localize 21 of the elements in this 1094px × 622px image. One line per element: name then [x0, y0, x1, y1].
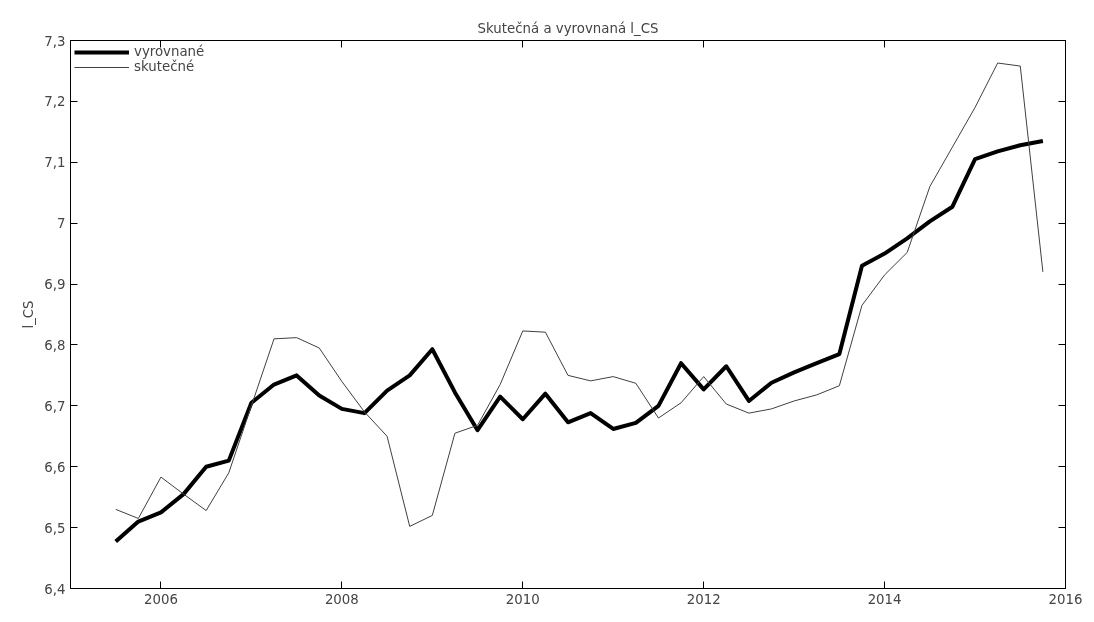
x-tick-label: 2016	[1048, 591, 1083, 607]
line-series	[113, 138, 1045, 544]
x-tick-label: 2008	[324, 591, 359, 607]
y-tick-label: 6,4	[44, 581, 66, 597]
y-tick-label: 6,7	[44, 398, 66, 414]
y-tick-label: 7,1	[44, 155, 66, 171]
x-tick-label: 2006	[144, 591, 178, 607]
y-tick-label: 6,5	[44, 520, 66, 536]
y-tick-label: 7,3	[44, 33, 66, 49]
y-tick-label: 6,6	[44, 459, 66, 475]
y-tick-label: 7	[57, 216, 66, 232]
x-tick-label: 2012	[686, 591, 721, 607]
x-tick-label: 2010	[505, 591, 540, 607]
x-tick-label: 2014	[867, 591, 902, 607]
legend-label: skutečné	[134, 59, 195, 74]
y-tick-label: 6,8	[44, 337, 66, 353]
y-axis-title: l_CS	[21, 300, 37, 329]
y-tick-label: 7,2	[44, 94, 66, 110]
chart-title: Skutečná a vyrovnaná l_CS	[477, 20, 659, 36]
y-tick-label: 6,9	[44, 277, 66, 293]
legend-label: vyrovnané	[134, 44, 205, 59]
